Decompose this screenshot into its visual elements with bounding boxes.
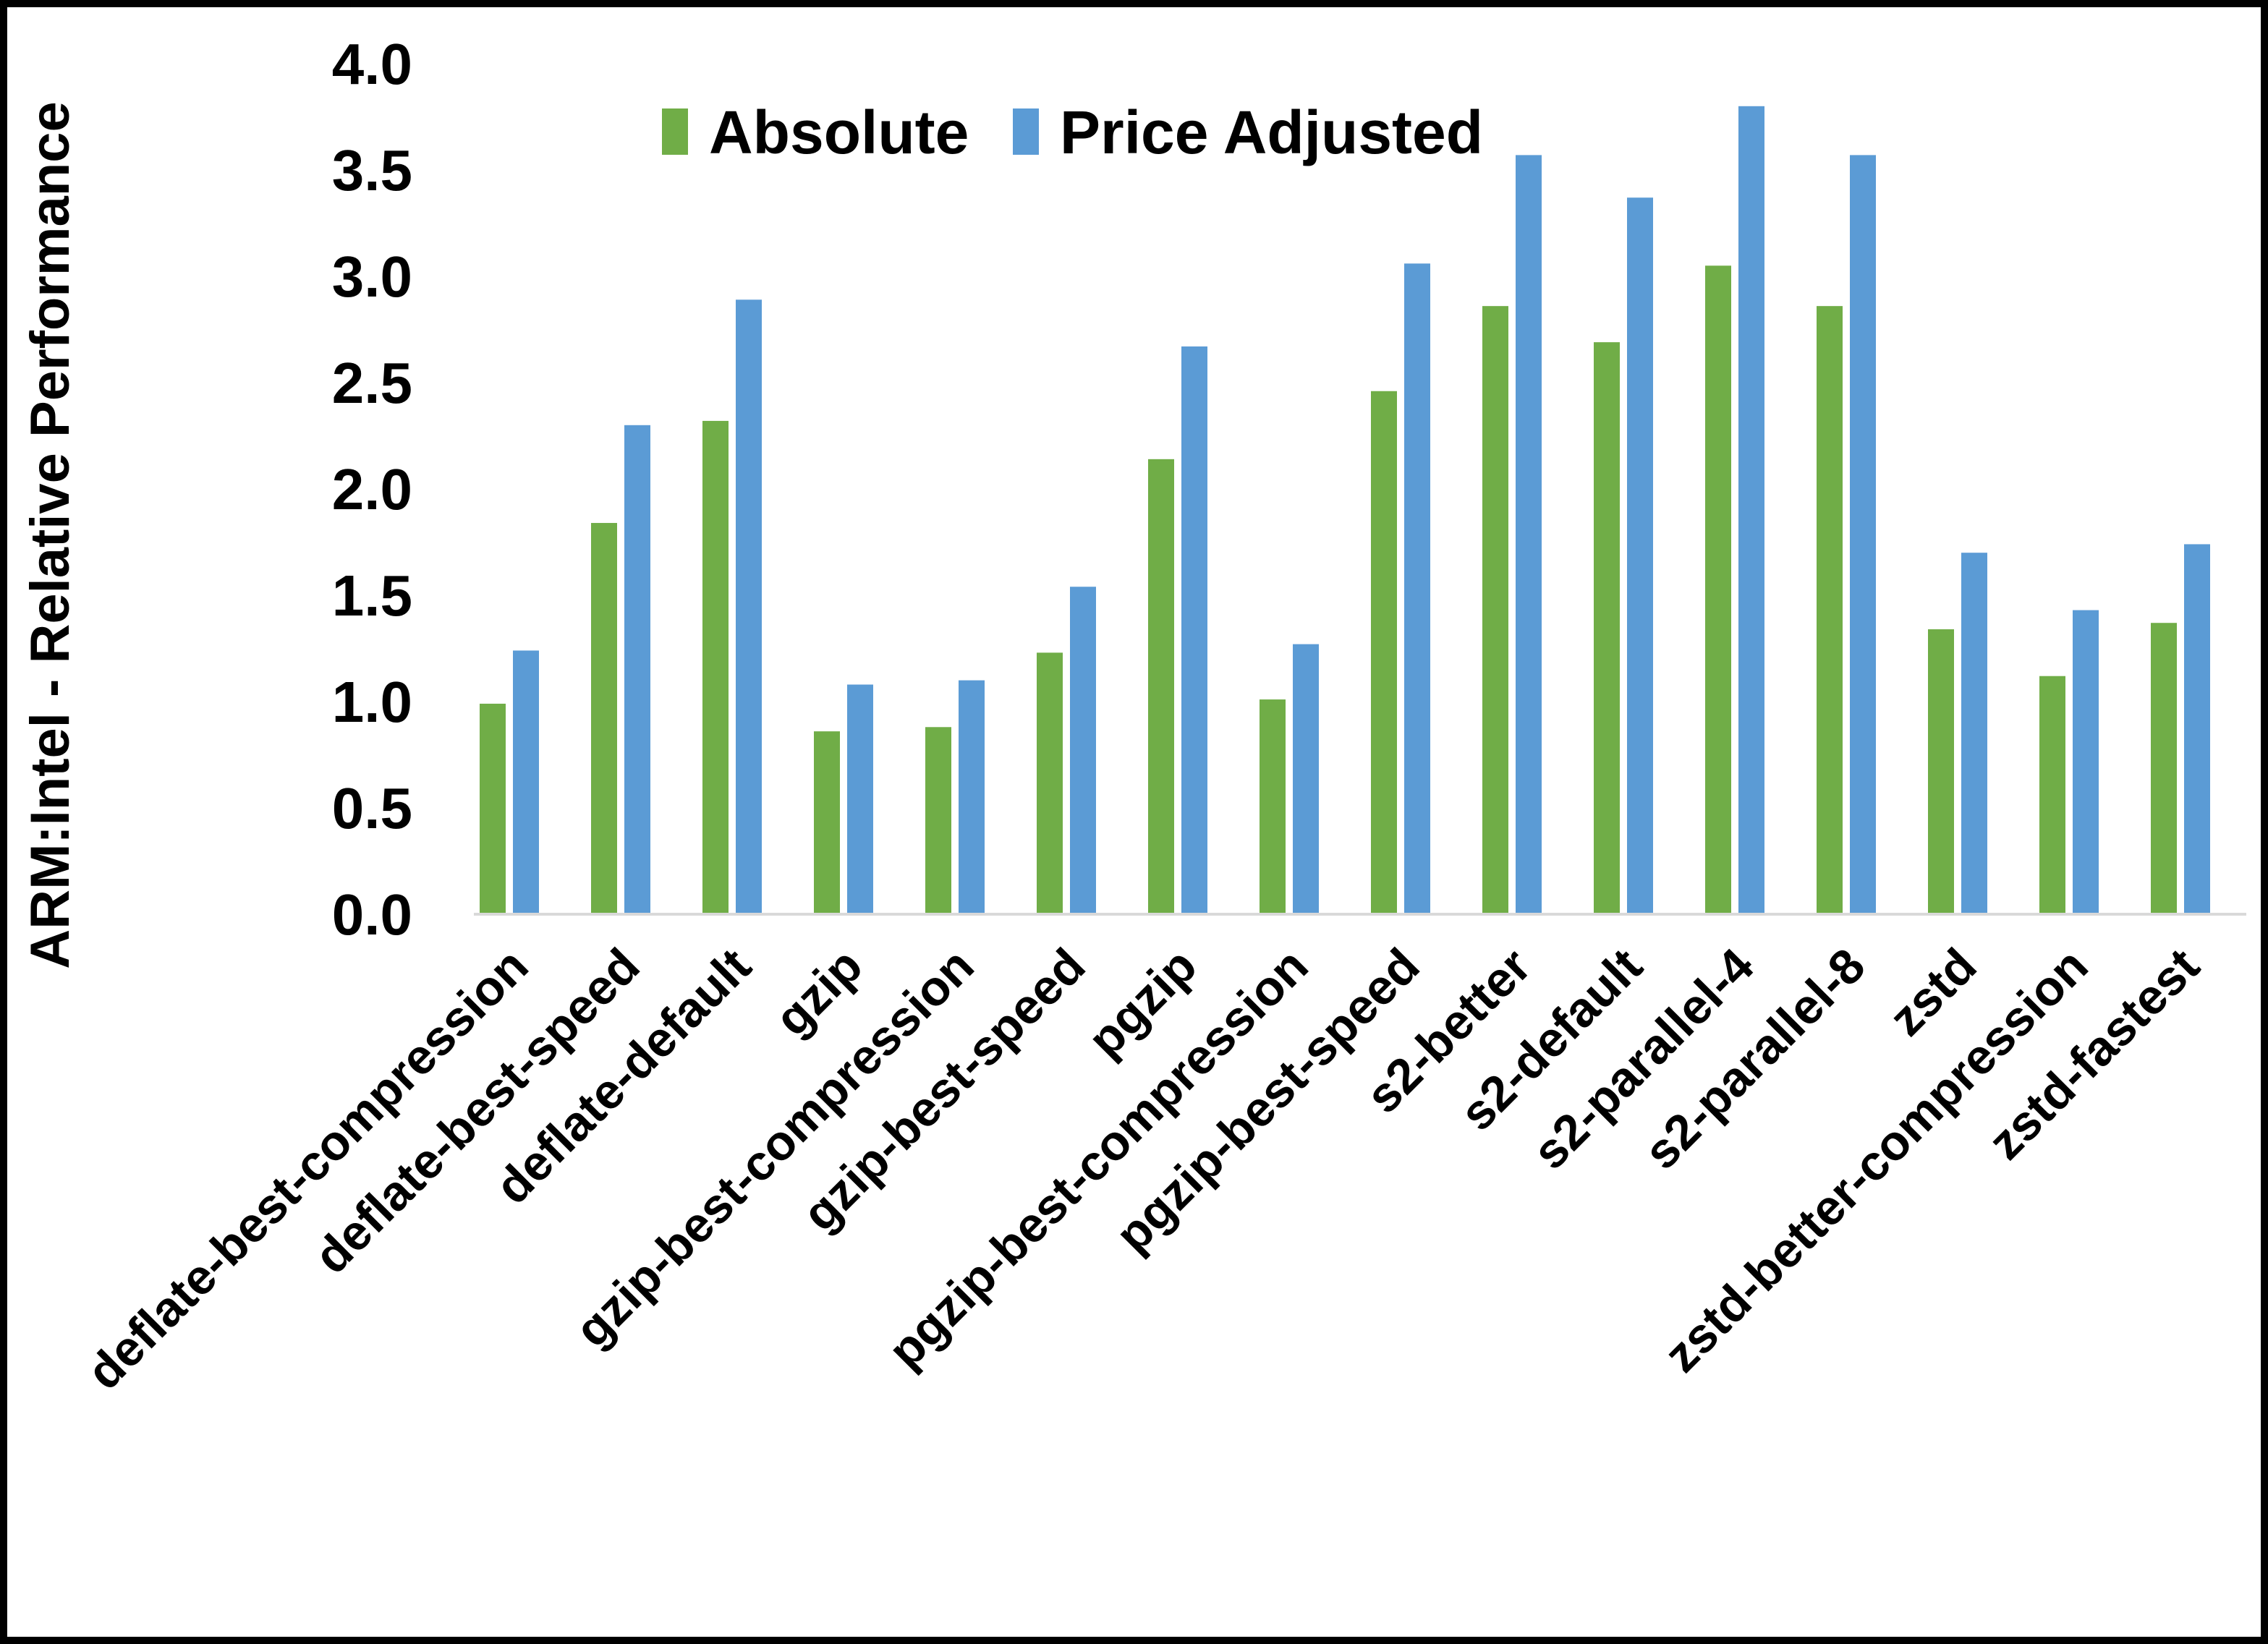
y-tick-label-0.0: 0.0 — [332, 882, 412, 947]
bar-price-adjusted-s2-parallel-8 — [1850, 155, 1876, 913]
bar-absolute-zstd-better-compression — [2039, 676, 2065, 913]
y-tick-label-4.0: 4.0 — [332, 32, 412, 96]
bar-absolute-zstd-fastest — [2151, 623, 2177, 913]
bar-price-adjusted-s2-better — [1516, 155, 1542, 913]
bar-price-adjusted-zstd — [1961, 553, 1987, 913]
bar-absolute-gzip — [814, 731, 840, 913]
bar-absolute-pgzip-best-speed — [1371, 391, 1397, 913]
bar-absolute-pgzip — [1148, 459, 1174, 913]
bar-absolute-s2-better — [1482, 306, 1508, 913]
legend-label-price-adjusted: Price Adjusted — [1060, 98, 1483, 166]
y-tick-label-0.5: 0.5 — [332, 776, 412, 840]
y-tick-label-2.0: 2.0 — [332, 457, 412, 521]
bar-absolute-deflate-best-compression — [480, 703, 506, 913]
y-tick-label-1.0: 1.0 — [332, 670, 412, 734]
bar-price-adjusted-gzip — [847, 684, 873, 913]
y-axis-tick-labels: 0.0 0.5 1.0 1.5 2.0 2.5 3.0 3.5 4.0 — [332, 32, 412, 947]
bar-price-adjusted-pgzip-best-compression — [1293, 644, 1319, 913]
x-tick-label-deflate-best-compression: deflate-best-compression — [77, 938, 539, 1400]
y-tick-label-3.5: 3.5 — [332, 138, 412, 203]
bar-price-adjusted-pgzip — [1181, 346, 1207, 913]
x-axis-tick-labels: deflate-best-compressiondeflate-best-spe… — [77, 938, 2210, 1400]
bar-price-adjusted-deflate-best-compression — [513, 650, 539, 913]
bar-price-adjusted-gzip-best-compression — [959, 680, 985, 913]
bar-chart: ARM:Intel - Relative Performance 0.0 0.5 1… — [20, 32, 2246, 1400]
y-tick-label-3.0: 3.0 — [332, 244, 412, 309]
bar-price-adjusted-gzip-best-speed — [1070, 587, 1096, 913]
legend: Absolute Price Adjusted — [662, 98, 1483, 166]
legend-label-absolute: Absolute — [709, 98, 969, 166]
bar-price-adjusted-deflate-default — [736, 299, 762, 914]
y-tick-label-1.5: 1.5 — [332, 563, 412, 628]
bar-price-adjusted-deflate-best-speed — [624, 425, 650, 913]
bar-series-group — [480, 106, 2210, 914]
bar-absolute-s2-parallel-8 — [1817, 306, 1843, 913]
bar-absolute-s2-parallel-4 — [1705, 265, 1731, 913]
bar-price-adjusted-s2-parallel-4 — [1738, 106, 1764, 913]
bar-absolute-gzip-best-compression — [925, 727, 951, 913]
bar-absolute-gzip-best-speed — [1037, 652, 1063, 913]
bar-absolute-zstd — [1928, 629, 1954, 913]
legend-swatch-absolute — [662, 108, 688, 155]
bar-absolute-pgzip-best-compression — [1260, 699, 1286, 913]
bar-absolute-deflate-best-speed — [591, 523, 617, 913]
y-tick-label-2.5: 2.5 — [332, 351, 412, 415]
bar-price-adjusted-s2-default — [1627, 197, 1653, 914]
bar-absolute-deflate-default — [702, 420, 729, 913]
legend-swatch-price-adjusted — [1013, 108, 1039, 155]
bar-price-adjusted-zstd-fastest — [2184, 544, 2210, 913]
y-axis-title: ARM:Intel - Relative Performance — [20, 101, 81, 968]
bar-absolute-s2-default — [1594, 342, 1620, 913]
x-axis-line — [474, 913, 2246, 916]
bar-price-adjusted-pgzip-best-speed — [1404, 263, 1430, 913]
bar-price-adjusted-zstd-better-compression — [2073, 610, 2099, 913]
